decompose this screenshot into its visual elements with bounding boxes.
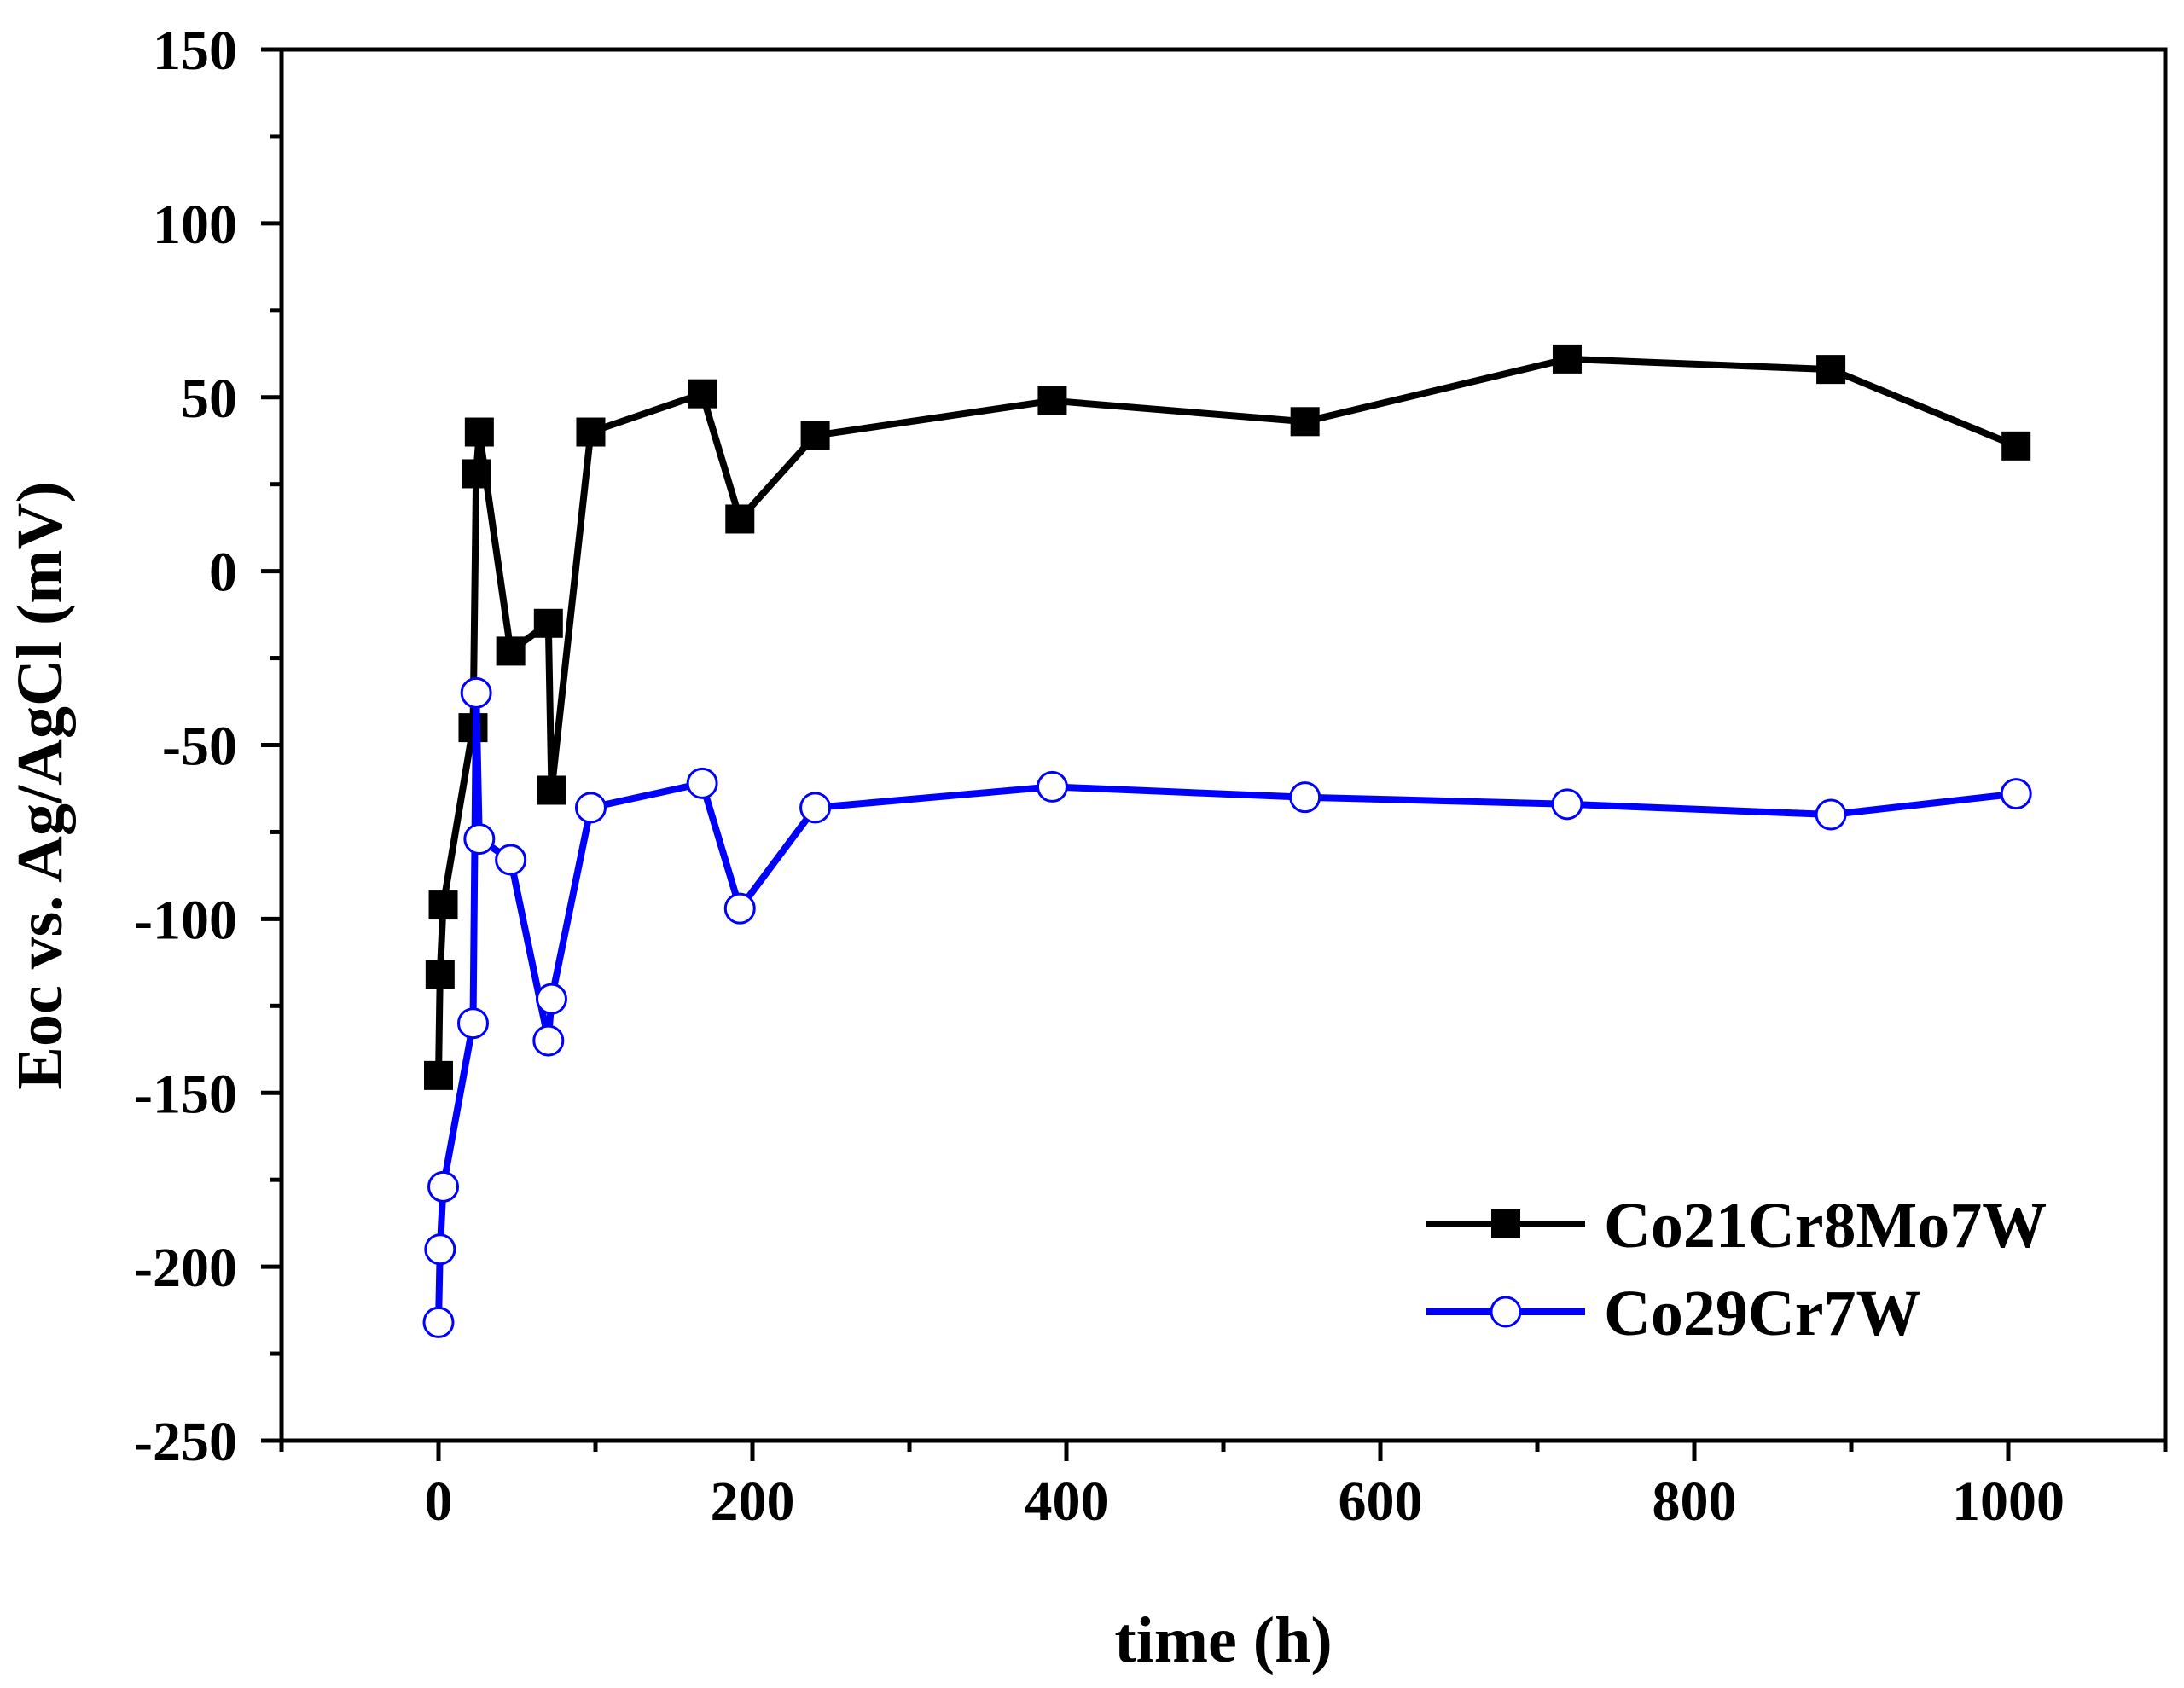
legend-item: Co21Cr8Mo7W (1426, 1190, 2047, 1262)
data-point (688, 379, 717, 409)
data-point (2000, 778, 2032, 810)
data-point (1290, 407, 1320, 437)
data-point (460, 676, 492, 709)
data-point (723, 892, 756, 925)
y-tick-label: -100 (134, 889, 237, 951)
x-tick-label: 600 (1339, 1470, 1423, 1533)
y-axis-title: Eoc vs. Ag/AgCl (mV) (4, 481, 76, 1090)
y-tick-label: -250 (134, 1411, 237, 1473)
series-line (435, 355, 2018, 1076)
x-tick-label: 200 (711, 1470, 795, 1533)
data-point (686, 767, 718, 799)
series-line (435, 689, 2017, 1323)
data-point (462, 459, 491, 489)
data-point (800, 421, 830, 450)
y-tick-label: 50 (181, 368, 237, 430)
data-point (427, 1170, 460, 1203)
data-point (1552, 344, 1582, 374)
data-point (1815, 798, 1847, 831)
y-tick-label: -150 (134, 1063, 237, 1125)
data-point (1289, 781, 1321, 814)
y-tick-label: -50 (162, 716, 237, 778)
data-point (464, 417, 494, 447)
data-point (424, 1233, 456, 1266)
data-point (425, 960, 455, 989)
data-point (1037, 386, 1067, 415)
data-point (1551, 788, 1583, 821)
data-point (496, 636, 526, 666)
data-point (424, 1060, 453, 1090)
data-point (535, 983, 567, 1015)
x-tick-label: 800 (1653, 1470, 1737, 1533)
data-point (1816, 355, 1846, 385)
data-point (1490, 1296, 1522, 1328)
x-tick-label: 0 (425, 1470, 453, 1533)
data-point (428, 890, 458, 920)
data-point (537, 775, 566, 805)
data-point (574, 792, 607, 824)
data-point (799, 792, 832, 824)
x-tick-label: 1000 (1952, 1470, 2065, 1533)
series-Co21Cr8Mo7W (424, 344, 2031, 1090)
data-point (463, 823, 496, 856)
data-point (495, 844, 527, 876)
data-point (1491, 1209, 1520, 1238)
y-tick-label: -200 (134, 1237, 237, 1299)
y-tick-label: 100 (153, 194, 237, 256)
y-tick-label: 0 (209, 542, 237, 604)
series-Co29Cr7W (422, 676, 2032, 1338)
legend-label: Co21Cr8Mo7W (1604, 1190, 2047, 1262)
data-point (576, 417, 606, 447)
data-point (422, 1306, 455, 1338)
data-point (456, 1007, 489, 1040)
data-point (532, 1024, 565, 1057)
legend-item: Co29Cr7W (1426, 1278, 1921, 1349)
data-point (2001, 431, 2031, 461)
y-tick-label: 150 (153, 20, 237, 82)
data-point (533, 608, 563, 638)
data-point (1036, 770, 1068, 803)
legend-label: Co29Cr7W (1604, 1278, 1921, 1349)
data-point (725, 504, 755, 534)
x-axis-title: time (h) (1114, 1604, 1332, 1676)
x-tick-label: 400 (1025, 1470, 1109, 1533)
